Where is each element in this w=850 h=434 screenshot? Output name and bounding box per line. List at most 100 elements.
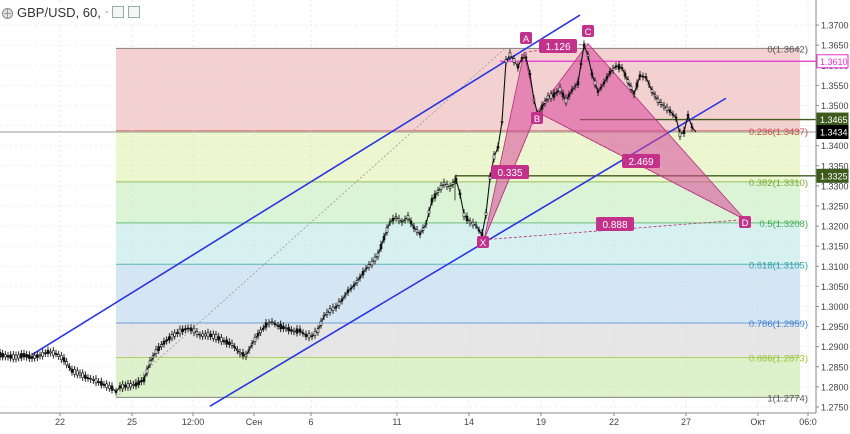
candle-body — [110, 385, 114, 391]
candle-body — [222, 340, 226, 343]
ratio-label-0.335-bg[interactable] — [491, 165, 529, 179]
candle-body — [471, 221, 475, 226]
candle-body — [590, 72, 594, 76]
fib-band-0.618 — [116, 264, 800, 323]
candle-body — [552, 92, 556, 98]
ratio-label-1.126-bg[interactable] — [539, 39, 577, 53]
candle-body — [516, 65, 520, 69]
dropdown-icon[interactable]: - — [104, 6, 109, 18]
candle-body — [184, 328, 187, 331]
candle-body — [397, 218, 401, 222]
candle-body — [28, 354, 31, 359]
candle-body — [496, 146, 500, 149]
candle-body — [30, 356, 34, 359]
candle-body — [121, 383, 124, 389]
pattern-labels[interactable]: A B C D X 1.126 0.335 2.469 0.888 — [477, 25, 751, 249]
candle-body — [282, 325, 285, 330]
ratio-label-2.469: 2.469 — [628, 157, 653, 168]
fib-label-0: 0(1.3642) — [767, 44, 808, 55]
candle-body — [433, 193, 437, 199]
candle-body — [665, 106, 669, 111]
candle-body — [22, 353, 26, 358]
candle-body — [364, 268, 368, 270]
time-tick-label-12:00: 12:00 — [182, 417, 205, 427]
candle-body — [244, 354, 248, 357]
candle-body — [635, 82, 639, 88]
candle-body — [301, 332, 305, 335]
time-axis[interactable]: 22 25 12:00 Сен 6 11 14 19 22 27 Окт 06:0 — [0, 412, 817, 429]
ratio-label-2.469-bg[interactable] — [622, 154, 660, 168]
price-tick-label-1.3650: 1.3650 — [821, 41, 849, 51]
fib-retracement[interactable]: 0(1.3642)0.236(1.3437)0.382(1.3310)0.5(1… — [116, 44, 808, 404]
price-marker-1.3325-bg[interactable] — [816, 168, 849, 183]
price-tick-label-1.3400: 1.3400 — [821, 141, 849, 151]
price-tick-label-1.3000: 1.3000 — [821, 302, 849, 312]
candle-body — [181, 328, 184, 333]
candle-body — [284, 327, 288, 330]
price-tick-label-1.3150: 1.3150 — [821, 242, 849, 252]
candle-body — [488, 176, 492, 180]
candle-body — [346, 289, 350, 293]
candle-body — [334, 306, 338, 309]
symbol-logo-icon[interactable] — [2, 7, 13, 19]
pattern-point-X-marker[interactable] — [477, 236, 489, 248]
candle-body — [388, 221, 392, 224]
pattern-point-A-marker[interactable] — [520, 32, 532, 44]
candle-body — [632, 93, 636, 96]
time-tick-label-14: 14 — [464, 417, 474, 427]
candle-body — [217, 336, 220, 341]
candle-body — [662, 105, 666, 108]
hide-button[interactable] — [112, 6, 125, 18]
candle-body — [644, 76, 648, 79]
price-marker-1.3434-bg[interactable] — [816, 125, 849, 140]
candle-body — [41, 352, 44, 357]
candle-body — [238, 351, 242, 355]
candle-body — [415, 229, 419, 233]
candle-body — [674, 116, 678, 119]
candle-body — [154, 349, 158, 354]
candle-body — [230, 342, 234, 346]
candle-body — [445, 183, 449, 188]
price-axis[interactable]: 1.2750 1.2800 1.2850 1.2900 1.2950 1.3000 1.30… — [815, 0, 850, 429]
candle-body — [102, 384, 106, 386]
candle-body — [60, 355, 63, 360]
candle-body — [236, 349, 239, 351]
candle-body — [168, 336, 171, 341]
candle-body — [97, 381, 100, 384]
candle-body — [391, 217, 395, 222]
time-tick-label-Окт: Окт — [750, 417, 765, 427]
candle-body — [394, 216, 398, 219]
candle-body — [349, 287, 353, 290]
channel-upper-line[interactable] — [31, 14, 581, 356]
candle-body — [484, 212, 488, 216]
harmonic-pattern[interactable] — [483, 42, 746, 241]
candle-body — [89, 378, 92, 380]
symbol-title[interactable]: GBP/USD, 60, — [17, 4, 101, 20]
pattern-point-B-marker[interactable] — [531, 112, 543, 124]
candle-body — [259, 329, 262, 333]
candle-body — [546, 95, 550, 100]
candle-body — [253, 336, 257, 342]
pattern-point-C-marker[interactable] — [582, 25, 594, 37]
fib-label-0.382: 0.382(1.3310) — [749, 178, 808, 189]
ratio-label-0.888-bg[interactable] — [596, 217, 634, 231]
candle-body — [1, 353, 4, 358]
pattern-point-A-label: A — [523, 34, 530, 45]
candle-body — [267, 322, 271, 325]
price-tick-label-1.3300: 1.3300 — [821, 181, 849, 191]
candle-body — [173, 332, 176, 337]
fib-label-0.886: 0.886(1.2873) — [749, 354, 808, 365]
candle-body — [86, 377, 90, 380]
candle-body — [370, 260, 374, 266]
price-marker-1.3610-bg[interactable] — [816, 54, 849, 69]
candle-body — [134, 382, 138, 387]
candle-body — [157, 346, 160, 351]
settings-button[interactable] — [128, 6, 141, 18]
candle-body — [492, 154, 496, 160]
time-tick-label-6: 6 — [308, 417, 313, 427]
pattern-point-X-label: X — [480, 238, 487, 249]
pattern-point-D-marker[interactable] — [739, 216, 751, 228]
candle-body — [508, 52, 512, 58]
